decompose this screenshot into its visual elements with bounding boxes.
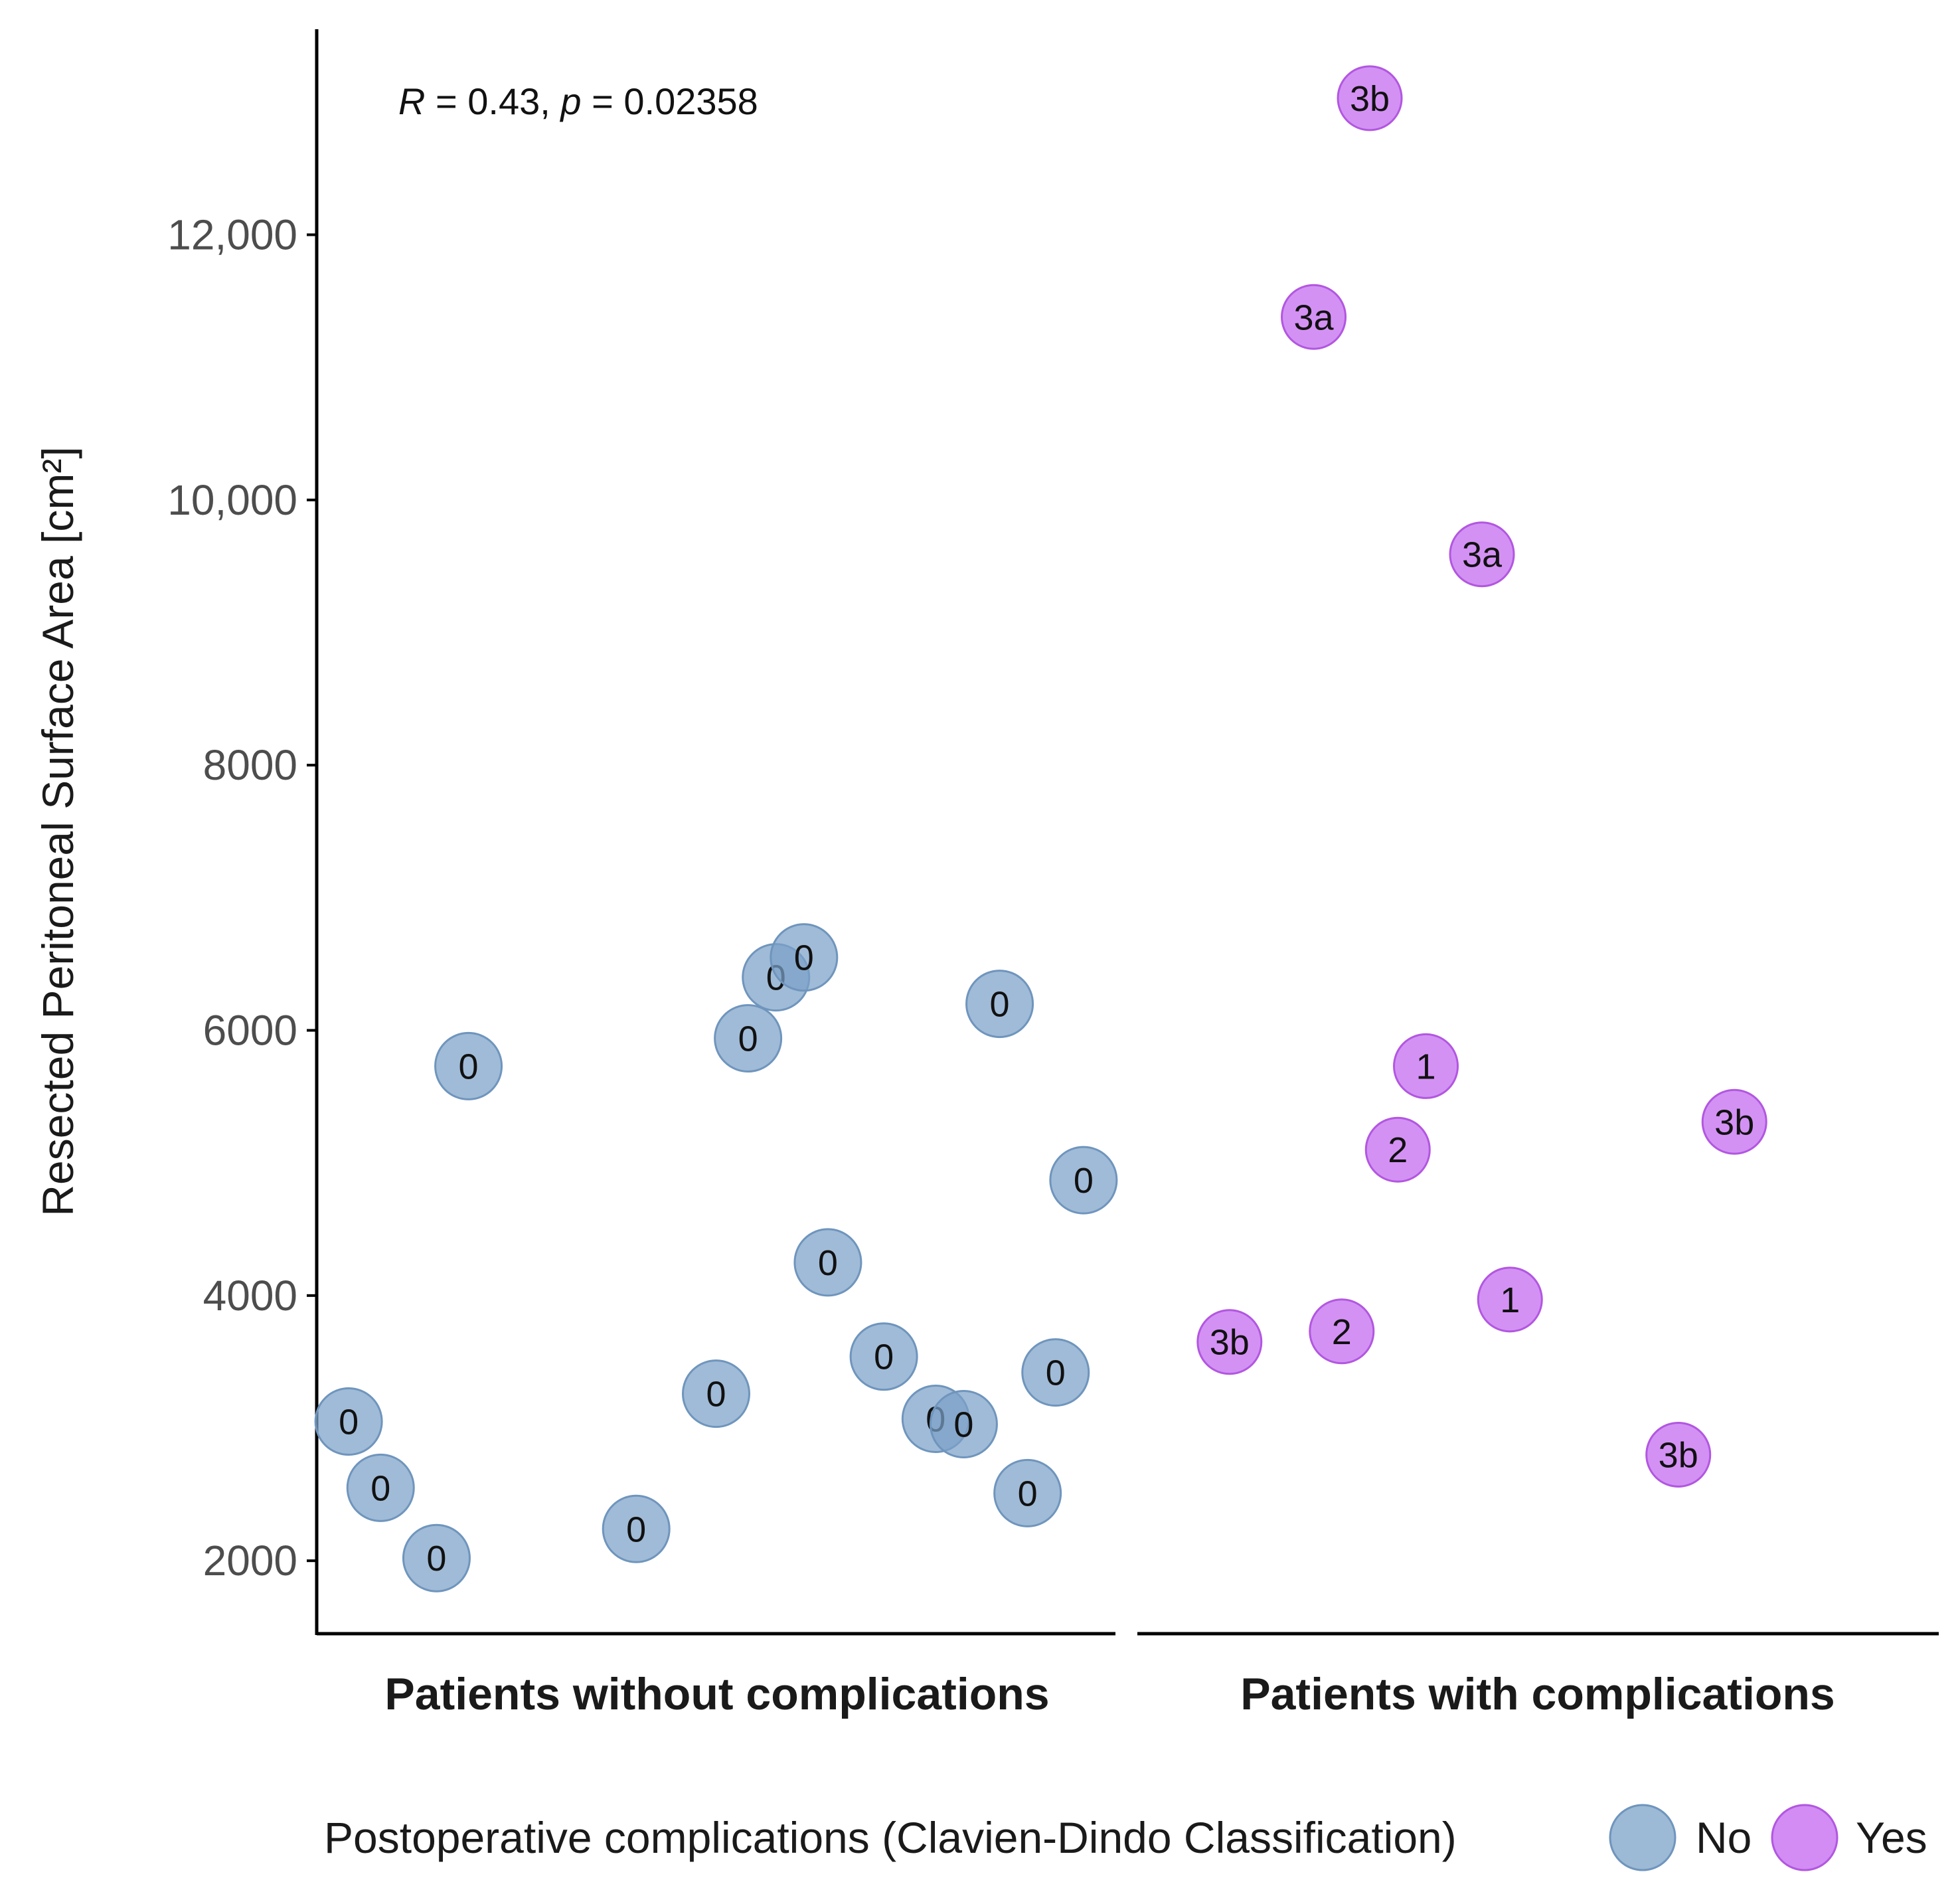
correlation-annotation: R = 0.43, p = 0.02358 (398, 80, 758, 122)
point-marker (929, 1390, 998, 1459)
legend-key-yes (1771, 1804, 1838, 1871)
data-point: 0 (1021, 1338, 1090, 1407)
data-point: 0 (1049, 1146, 1118, 1215)
point-label: 0 (706, 1375, 726, 1415)
point-label: 2 (1332, 1312, 1352, 1352)
point-marker (1364, 1116, 1431, 1183)
data-point: 3b (1337, 65, 1403, 131)
r-symbol: R (398, 80, 425, 122)
data-point: 0 (965, 970, 1034, 1039)
point-label: 3b (1714, 1102, 1754, 1142)
point-marker (314, 1387, 383, 1456)
point-marker (1393, 1033, 1459, 1099)
data-point: 1 (1477, 1266, 1543, 1333)
group-label-without-complications: Patients without complications (384, 1669, 1049, 1719)
axes (315, 29, 1939, 1636)
y-tick-label: 4000 (203, 1272, 297, 1320)
point-marker (770, 923, 839, 992)
y-tick-label: 2000 (203, 1537, 297, 1585)
point-label: 0 (818, 1243, 838, 1283)
legend: Postoperative complications (Clavien-Din… (324, 1804, 1927, 1871)
y-tick-label: 8000 (203, 741, 297, 789)
point-marker (346, 1453, 415, 1522)
data-points: 000000000000000003b3a23b213a13b3b (314, 65, 1767, 1593)
legend-key-no (1609, 1804, 1676, 1871)
point-label: 0 (1046, 1353, 1066, 1393)
point-marker (965, 970, 1034, 1039)
point-label: 1 (1416, 1047, 1435, 1086)
point-label: 3b (1350, 79, 1390, 119)
y-ticks: 2000 4000 6000 8000 10,000 12,000 (167, 211, 317, 1585)
point-marker (1337, 65, 1403, 131)
point-label: 0 (1018, 1474, 1038, 1513)
point-marker (1021, 1338, 1090, 1407)
data-point: 0 (314, 1387, 383, 1456)
data-point: 0 (714, 1003, 783, 1073)
point-label: 0 (370, 1468, 390, 1508)
legend-label-no: No (1696, 1813, 1752, 1862)
y-tick-label: 6000 (203, 1007, 297, 1055)
point-marker (434, 1031, 503, 1100)
point-marker (1477, 1266, 1543, 1333)
point-marker (402, 1523, 471, 1593)
point-marker (1645, 1421, 1712, 1488)
point-label: 3b (1659, 1435, 1698, 1475)
data-point: 0 (346, 1453, 415, 1522)
data-point: 0 (993, 1458, 1062, 1527)
y-tick-label: 10,000 (167, 476, 297, 524)
point-marker (1701, 1088, 1767, 1155)
point-marker (1196, 1309, 1263, 1375)
data-point: 3b (1701, 1088, 1767, 1155)
point-label: 2 (1388, 1130, 1408, 1170)
point-marker (1049, 1146, 1118, 1215)
data-point: 3a (1449, 521, 1515, 588)
data-point: 0 (602, 1494, 671, 1563)
data-point: 2 (1364, 1116, 1431, 1183)
data-point: 0 (849, 1322, 918, 1391)
point-marker (793, 1228, 862, 1297)
point-marker (682, 1359, 750, 1428)
r-value: = 0.43, (425, 80, 560, 122)
point-label: 0 (953, 1405, 973, 1445)
point-label: 0 (426, 1539, 446, 1579)
point-label: 0 (874, 1337, 894, 1377)
data-point: 0 (402, 1523, 471, 1593)
group-label-with-complications: Patients with complications (1240, 1669, 1835, 1719)
y-tick-label: 12,000 (167, 211, 297, 258)
y-axis-title: Resected Peritoneal Surface Area [cm²] (33, 446, 82, 1216)
point-marker (849, 1322, 918, 1391)
data-point: 2 (1309, 1298, 1375, 1365)
data-point: 0 (770, 923, 839, 992)
point-label: 1 (1500, 1280, 1520, 1320)
point-label: 3a (1294, 298, 1335, 337)
point-marker (1281, 284, 1347, 350)
point-label: 0 (794, 938, 814, 978)
p-value: = 0.02358 (582, 80, 758, 122)
point-label: 0 (1074, 1161, 1094, 1201)
legend-title: Postoperative complications (Clavien-Din… (324, 1813, 1457, 1862)
point-label: 0 (990, 985, 1010, 1025)
data-point: 3b (1645, 1421, 1712, 1488)
data-point: 3b (1196, 1309, 1263, 1375)
point-marker (602, 1494, 671, 1563)
p-symbol: p (559, 80, 581, 122)
point-marker (1449, 521, 1515, 588)
point-label: 0 (459, 1047, 479, 1086)
data-point: 0 (434, 1031, 503, 1100)
data-point: 0 (929, 1390, 998, 1459)
point-label: 3a (1462, 535, 1503, 575)
point-label: 0 (339, 1403, 359, 1442)
legend-label-yes: Yes (1856, 1813, 1927, 1862)
point-marker (1309, 1298, 1375, 1365)
data-point: 1 (1393, 1033, 1459, 1099)
point-label: 3b (1210, 1323, 1250, 1363)
point-marker (714, 1003, 783, 1073)
data-point: 3a (1281, 284, 1347, 350)
data-point: 0 (682, 1359, 750, 1428)
point-label: 0 (738, 1019, 758, 1059)
data-point: 0 (793, 1228, 862, 1297)
point-label: 0 (626, 1509, 646, 1549)
point-marker (993, 1458, 1062, 1527)
